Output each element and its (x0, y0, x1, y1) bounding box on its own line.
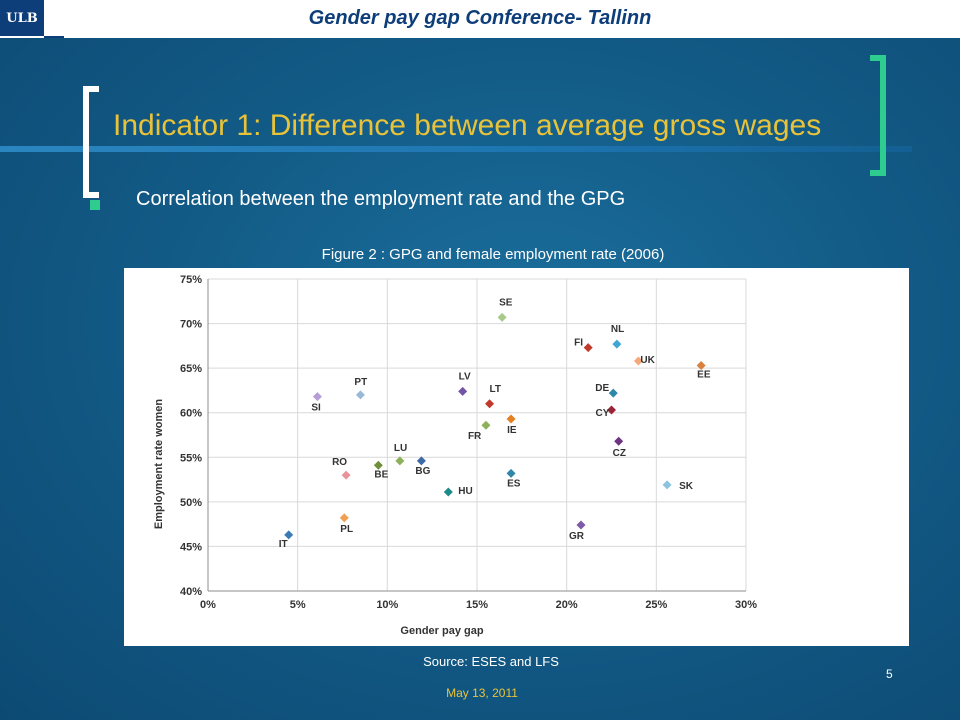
page-number: 5 (886, 667, 893, 681)
logo-underline (44, 36, 64, 38)
y-tick-label: 55% (180, 452, 202, 464)
x-tick-label: 25% (645, 599, 667, 611)
point-label-hu: HU (458, 486, 472, 497)
point-label-ie: IE (507, 425, 517, 436)
chart-svg: 40% 45% 50% 55% 60% 65% 70% 75% 0% 5% 10% 15% 20% 25%… (153, 274, 757, 637)
point-label-fi: FI (574, 338, 583, 349)
point-label-se: SE (499, 297, 513, 308)
point-ee (696, 360, 706, 370)
y-tick-label: 45% (180, 541, 202, 553)
y-tick-label: 70% (180, 319, 202, 331)
point-label-ro: RO (332, 457, 347, 468)
point-cy (607, 405, 616, 415)
right-bracket-decoration (870, 55, 886, 176)
point-fi (583, 343, 593, 353)
point-pl (339, 513, 349, 523)
point-lu (395, 456, 405, 466)
point-label-es: ES (507, 478, 521, 489)
point-hu (443, 487, 453, 497)
y-tick-label: 65% (180, 363, 202, 375)
point-label-be: BE (374, 469, 388, 480)
point-nl (612, 339, 622, 349)
point-be (373, 460, 383, 470)
x-tick-label: 15% (466, 599, 488, 611)
point-label-it: IT (279, 539, 288, 550)
figure-caption: Figure 2 : GPG and female employment rat… (321, 246, 665, 263)
left-bracket-decoration (83, 86, 99, 198)
scatter-chart: 40% 45% 50% 55% 60% 65% 70% 75% 0% 5% 10% 15% 20% 25%… (124, 268, 909, 646)
ulb-logo: ULB (0, 0, 44, 36)
point-uk (633, 356, 643, 366)
x-tick-label: 5% (290, 599, 306, 611)
point-ro (341, 470, 351, 480)
point-it (284, 530, 294, 540)
point-de (608, 388, 618, 398)
point-lt (485, 399, 495, 409)
point-label-uk: UK (640, 355, 655, 366)
point-label-fr: FR (468, 431, 482, 442)
y-tick-label: 40% (180, 586, 202, 598)
x-tick-label: 0% (200, 599, 216, 611)
point-ie (506, 414, 516, 424)
point-cz (614, 436, 624, 446)
bullet-icon (90, 200, 100, 210)
point-sk (662, 480, 672, 490)
point-gr (576, 520, 586, 530)
source-note: Source: ESES and LFS (423, 654, 559, 669)
point-label-ee: EE (697, 369, 711, 380)
point-label-bg: BG (415, 466, 430, 477)
point-label-gr: GR (569, 531, 585, 542)
y-tick-label: 75% (180, 274, 202, 286)
x-tick-label: 10% (376, 599, 398, 611)
point-label-lv: LV (459, 371, 471, 382)
point-label-cz: CZ (613, 448, 626, 459)
point-label-lt: LT (490, 384, 501, 395)
point-se (497, 312, 507, 322)
point-label-lu: LU (394, 443, 407, 454)
point-fr (481, 420, 491, 430)
x-tick-label: 30% (735, 599, 757, 611)
point-label-cy: CY (596, 408, 610, 419)
y-tick-label: 50% (180, 497, 202, 509)
y-axis-title: Employment rate women (153, 399, 165, 529)
slide-date: May 13, 2011 (446, 686, 518, 700)
axes: 40% 45% 50% 55% 60% 65% 70% 75% 0% 5% 10% 15% 20% 25%… (180, 274, 757, 611)
x-tick-label: 20% (556, 599, 578, 611)
point-label-si: SI (311, 403, 321, 414)
point-label-de: DE (595, 383, 609, 394)
point-label-sk: SK (679, 481, 694, 492)
point-es (506, 468, 516, 478)
point-label-nl: NL (611, 324, 624, 335)
title-stripe (0, 146, 912, 152)
point-label-pl: PL (340, 524, 353, 535)
conference-title: Gender pay gap Conference- Tallinn (308, 7, 652, 29)
slide-title: Indicator 1: Difference between average … (113, 109, 822, 142)
slide-subtitle: Correlation between the employment rate … (136, 188, 626, 210)
point-bg (416, 456, 426, 466)
point-pt (355, 390, 365, 400)
x-axis-title: Gender pay gap (400, 625, 483, 637)
data-points: SE FI NL UK EE DE CY SI PT LV LT IE FR CZ LU BG BE RO ES SK… (279, 297, 711, 550)
point-label-pt: PT (354, 377, 367, 388)
point-lv (458, 386, 468, 396)
point-si (312, 392, 322, 402)
y-tick-label: 60% (180, 408, 202, 420)
header-bar: ULB Gender pay gap Conference- Tallinn (0, 0, 960, 38)
